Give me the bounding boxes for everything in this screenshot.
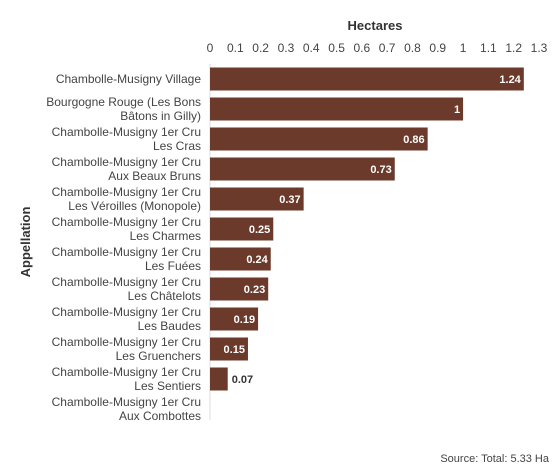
bar xyxy=(210,217,274,241)
category-label: Chambolle-Musigny 1er Cru xyxy=(52,125,201,139)
category-label: Chambolle-Musigny 1er Cru xyxy=(52,275,201,289)
bar xyxy=(210,307,259,331)
x-tick-label: 0.2 xyxy=(252,41,269,55)
category-label: Bourgogne Rouge (Les Bons xyxy=(46,95,201,109)
x-tick-label: 0.1 xyxy=(227,41,244,55)
bar xyxy=(210,67,524,91)
x-tick-label: 0.7 xyxy=(379,41,396,55)
category-label: Chambolle-Musigny 1er Cru xyxy=(52,305,201,319)
x-tick-label: 1 xyxy=(460,41,467,55)
bar xyxy=(210,97,464,121)
bar-value-label: 0.19 xyxy=(234,314,255,326)
category-label: Les Châtelots xyxy=(128,289,201,303)
x-tick-label: 0.4 xyxy=(303,41,320,55)
x-tick-label: 0.3 xyxy=(278,41,295,55)
bar-value-label: 0.07 xyxy=(232,374,253,386)
category-label: Les Fuées xyxy=(145,259,201,273)
category-label: Les Véroilles (Monopole) xyxy=(68,199,201,213)
category-label: Chambolle-Musigny 1er Cru xyxy=(52,215,201,229)
bar-value-label: 0.24 xyxy=(246,254,268,266)
category-labels: Chambolle-Musigny Village Bourgogne Rouge… xyxy=(46,72,201,423)
category-label: Chambolle-Musigny 1er Cru xyxy=(52,395,201,409)
bar xyxy=(210,187,304,211)
category-label: Les Baudes xyxy=(138,319,201,333)
category-label: Bâtons in Gilly) xyxy=(120,109,201,123)
y-axis-title: Appellation xyxy=(18,207,33,278)
bar-value-label: 1 xyxy=(454,104,460,116)
bar xyxy=(210,247,271,271)
category-label: Chambolle-Musigny Village xyxy=(56,72,202,86)
category-label: Aux Combottes xyxy=(119,409,201,423)
bar-value-label: 1.24 xyxy=(499,74,521,86)
bar xyxy=(210,367,228,391)
x-axis-title: Hectares xyxy=(348,18,403,33)
x-tick-label: 1.2 xyxy=(505,41,522,55)
bar-value-label: 0.37 xyxy=(279,194,300,206)
x-axis-ticks: 0 0.1 0.2 0.3 0.4 0.5 0.6 0.7 0.8 0.9 1 1.1 1.2 1.3 xyxy=(207,41,548,55)
bar xyxy=(210,337,248,361)
x-tick-label: 1.1 xyxy=(480,41,497,55)
bar xyxy=(210,277,269,301)
x-tick-label: 0.9 xyxy=(429,41,446,55)
bar xyxy=(210,127,428,151)
category-label: Les Cras xyxy=(153,139,201,153)
x-tick-label: 0 xyxy=(207,41,214,55)
category-label: Les Charmes xyxy=(130,229,201,243)
bars: 1.24 1 0.86 0.73 0.37 0.25 0.24 0.23 0.19 0.15 0.0… xyxy=(210,67,524,391)
x-tick-label: 1.3 xyxy=(531,41,548,55)
category-label: Chambolle-Musigny 1er Cru xyxy=(52,335,201,349)
bar-value-label: 0.23 xyxy=(244,284,265,296)
source-note: Source: Total: 5.33 Ha xyxy=(440,453,549,465)
bar-value-label: 0.86 xyxy=(403,134,424,146)
category-label: Chambolle-Musigny 1er Cru xyxy=(52,185,201,199)
category-label: Chambolle-Musigny 1er Cru xyxy=(52,245,201,259)
category-label: Chambolle-Musigny 1er Cru xyxy=(52,365,201,379)
category-label: Chambolle-Musigny 1er Cru xyxy=(52,155,201,169)
x-tick-label: 0.8 xyxy=(404,41,421,55)
category-label: Les Sentiers xyxy=(134,379,201,393)
x-tick-label: 0.6 xyxy=(354,41,371,55)
x-tick-label: 0.5 xyxy=(328,41,345,55)
bar-value-label: 0.25 xyxy=(249,224,270,236)
category-label: Les Gruenchers xyxy=(116,349,201,363)
bar-value-label: 0.73 xyxy=(370,164,391,176)
category-label: Aux Beaux Bruns xyxy=(108,169,201,183)
bar xyxy=(210,157,395,181)
bar-value-label: 0.15 xyxy=(224,344,245,356)
